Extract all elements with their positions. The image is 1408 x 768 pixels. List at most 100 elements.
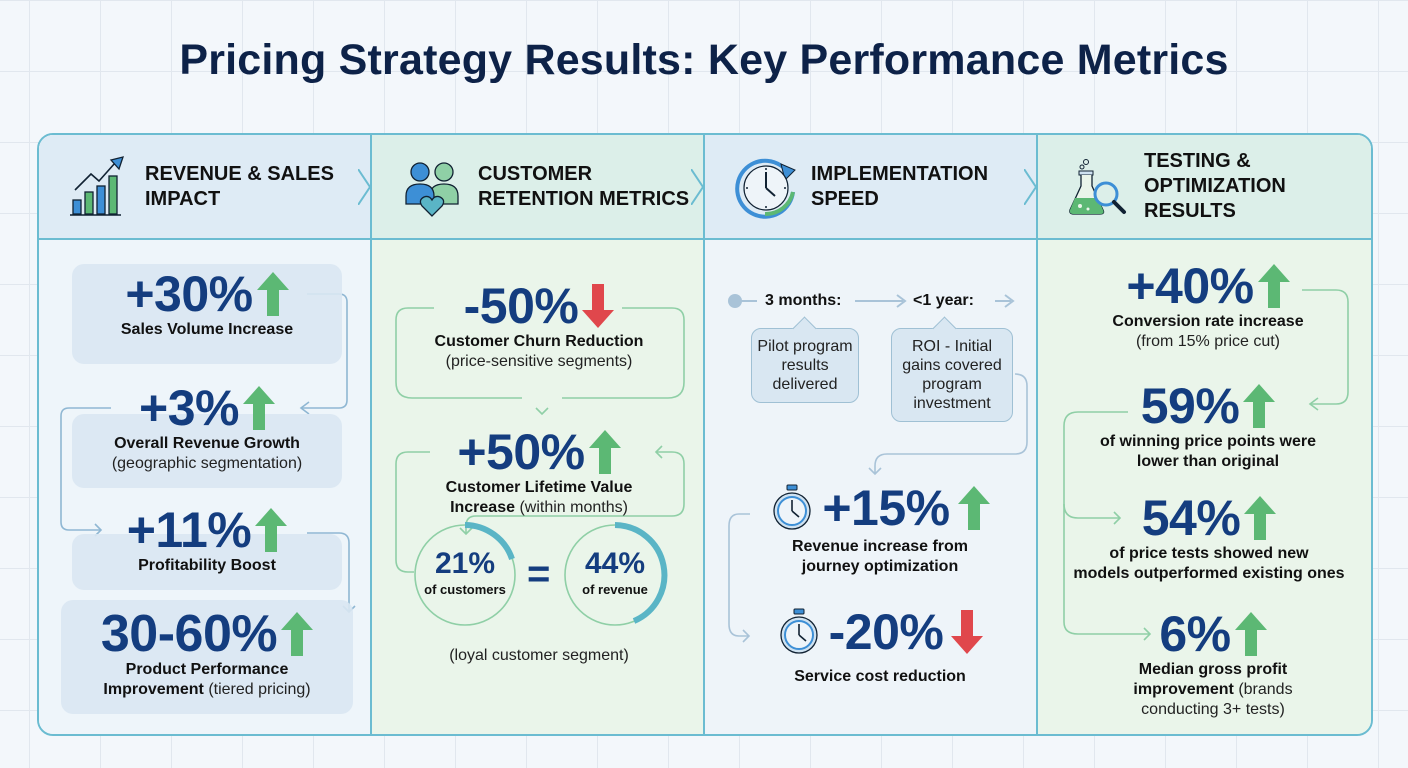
metric-sub: (tiered pricing) bbox=[208, 681, 311, 698]
metric-value: +40% bbox=[1126, 258, 1254, 314]
metric-revenue-growth: +3% Overall Revenue Growth (geographic s… bbox=[72, 382, 342, 474]
column-testing-optimization: Testing & Optimization Results +40% Conv… bbox=[1038, 135, 1371, 734]
metric-label: Conversion rate increase bbox=[1112, 313, 1304, 330]
revenue-share-value: 44% bbox=[584, 547, 646, 580]
arrow-up-icon bbox=[588, 430, 621, 474]
column-header: Revenue & Sales Impact bbox=[39, 135, 372, 240]
column-implementation-speed: Implementation Speed 3 months: <1 year: bbox=[705, 135, 1038, 734]
metric-label: Revenue increase from bbox=[791, 538, 969, 555]
metric-label-line2: models outperformed existing ones bbox=[1073, 565, 1345, 582]
chevron-right-icon bbox=[358, 169, 372, 205]
column-header: Implementation Speed bbox=[705, 135, 1038, 240]
arrow-up-icon bbox=[1257, 264, 1290, 308]
column-customer-retention: Customer Retention Metrics -50% Customer… bbox=[372, 135, 705, 734]
metric-product-performance: 30-60% Product Performance Improvement (… bbox=[61, 608, 353, 700]
metric-value: +50% bbox=[457, 424, 585, 480]
bar-chart-growth-icon bbox=[70, 155, 124, 216]
metric-profitability: +11% Profitability Boost bbox=[72, 504, 342, 576]
metric-sub-line2: conducting 3+ tests) bbox=[1141, 701, 1285, 718]
stopwatch-icon bbox=[779, 608, 818, 654]
metric-churn-reduction: -50% Customer Churn Reduction (price-sen… bbox=[372, 280, 706, 372]
column-title: Implementation Speed bbox=[811, 162, 989, 210]
chevron-right-icon bbox=[1024, 169, 1038, 205]
column-header: Testing & Optimization Results bbox=[1038, 135, 1371, 240]
column-title: Revenue & Sales Impact bbox=[145, 162, 334, 210]
arrow-up-icon bbox=[255, 508, 288, 552]
page-title: Pricing Strategy Results: Key Performanc… bbox=[179, 36, 1229, 84]
metric-label-line2: lower than original bbox=[1136, 453, 1280, 470]
metric-card-bg bbox=[61, 600, 353, 714]
metric-card-bg bbox=[72, 264, 342, 364]
column-body: -50% Customer Churn Reduction (price-sen… bbox=[372, 242, 703, 734]
column-revenue-sales: Revenue & Sales Impact +30% bbox=[39, 135, 372, 734]
metric-value: +11% bbox=[126, 502, 252, 558]
arrow-up-icon bbox=[1243, 384, 1276, 428]
arrow-down-icon bbox=[951, 610, 984, 654]
metric-label-line2: Improvement bbox=[103, 681, 204, 698]
metric-gross-profit: 6% Median gross profit improvement (bran… bbox=[1098, 608, 1328, 720]
metric-value: +15% bbox=[822, 480, 950, 536]
stopwatch-icon bbox=[773, 484, 812, 530]
column-body: 3 months: <1 year: Pilot program results… bbox=[705, 242, 1036, 734]
revenue-share-caption: of revenue bbox=[582, 582, 648, 597]
metric-journey-revenue: +15% Revenue increase from journey optim… bbox=[755, 482, 1005, 577]
loyal-customers-ring: 21% of customers bbox=[412, 522, 518, 628]
equals-sign: = bbox=[527, 552, 551, 596]
metric-label: Service cost reduction bbox=[794, 668, 966, 685]
metric-sales-volume: +30% Sales Volume Increase bbox=[72, 268, 342, 340]
metric-label: of winning price points were bbox=[1099, 433, 1316, 450]
metric-label: Customer Churn Reduction bbox=[434, 333, 644, 350]
customers-share-value: 21% bbox=[434, 547, 496, 580]
metric-value: 6% bbox=[1159, 606, 1231, 662]
timeline-note-pilot: Pilot program results delivered bbox=[751, 328, 859, 403]
metric-label-line2: Increase bbox=[450, 499, 515, 516]
customers-share-caption: of customers bbox=[424, 582, 506, 597]
arrow-up-icon bbox=[242, 386, 275, 430]
ring-chart-icon bbox=[564, 522, 668, 626]
flask-magnifier-icon bbox=[1069, 158, 1126, 215]
metric-conversion-rate: +40% Conversion rate increase (from 15% … bbox=[1058, 260, 1358, 352]
metric-value: -20% bbox=[828, 604, 944, 660]
metric-price-tests: 54% of price tests showed new models out… bbox=[1044, 490, 1371, 584]
arrow-down-icon bbox=[582, 284, 615, 328]
metric-sub: (price-sensitive segments) bbox=[445, 353, 633, 370]
loyal-segment-note: (loyal customer segment) bbox=[449, 647, 629, 664]
metric-sub: (within months) bbox=[519, 499, 628, 516]
clock-refresh-icon bbox=[735, 158, 796, 219]
metric-label: Customer Lifetime Value bbox=[445, 479, 633, 496]
column-body: +40% Conversion rate increase (from 15% … bbox=[1038, 242, 1371, 734]
column-title: Customer Retention Metrics bbox=[478, 162, 690, 210]
metric-value: 54% bbox=[1141, 490, 1241, 546]
loyal-revenue-ring: 44% of revenue bbox=[562, 522, 668, 628]
metric-value: -50% bbox=[463, 278, 579, 334]
metric-winning-price-points: 59% of winning price points were lower t… bbox=[1058, 380, 1358, 472]
arrow-up-icon bbox=[281, 612, 314, 656]
metric-card-bg bbox=[72, 534, 342, 590]
metric-label: Profitability Boost bbox=[138, 557, 276, 574]
metric-sub: (from 15% price cut) bbox=[1135, 333, 1281, 350]
metric-card-bg bbox=[72, 414, 342, 488]
timeline-note-roi: ROI - Initial gains covered program inve… bbox=[891, 328, 1013, 422]
metric-label: of price tests showed new bbox=[1109, 545, 1309, 562]
arrow-up-icon bbox=[1244, 496, 1277, 540]
timeline-label-3-months: 3 months: bbox=[765, 292, 842, 309]
customers-heart-icon bbox=[405, 161, 459, 217]
metric-label: Median gross profit bbox=[1138, 661, 1288, 678]
metric-value: +30% bbox=[125, 266, 253, 322]
column-title: Testing & Optimization Results bbox=[1144, 150, 1286, 222]
metric-value: +3% bbox=[139, 380, 239, 436]
arrow-up-icon bbox=[957, 486, 990, 530]
metric-sub: (brands bbox=[1238, 681, 1293, 698]
metric-value: 59% bbox=[1140, 378, 1240, 434]
metric-label: Sales Volume Increase bbox=[120, 321, 294, 338]
metric-label: Product Performance bbox=[125, 661, 289, 678]
metric-label-line2: journey optimization bbox=[801, 558, 959, 575]
column-body: +30% Sales Volume Increase +3% Overall R… bbox=[39, 242, 370, 734]
metric-lifetime-value: +50% Customer Lifetime Value Increase (w… bbox=[372, 426, 706, 518]
metric-service-cost: -20% Service cost reduction bbox=[755, 606, 1005, 687]
metric-label-line2: improvement bbox=[1133, 681, 1234, 698]
column-header: Customer Retention Metrics bbox=[372, 135, 705, 240]
arrow-up-icon bbox=[256, 272, 289, 316]
ring-chart-icon bbox=[414, 522, 516, 626]
metric-value: 30-60% bbox=[100, 605, 278, 663]
